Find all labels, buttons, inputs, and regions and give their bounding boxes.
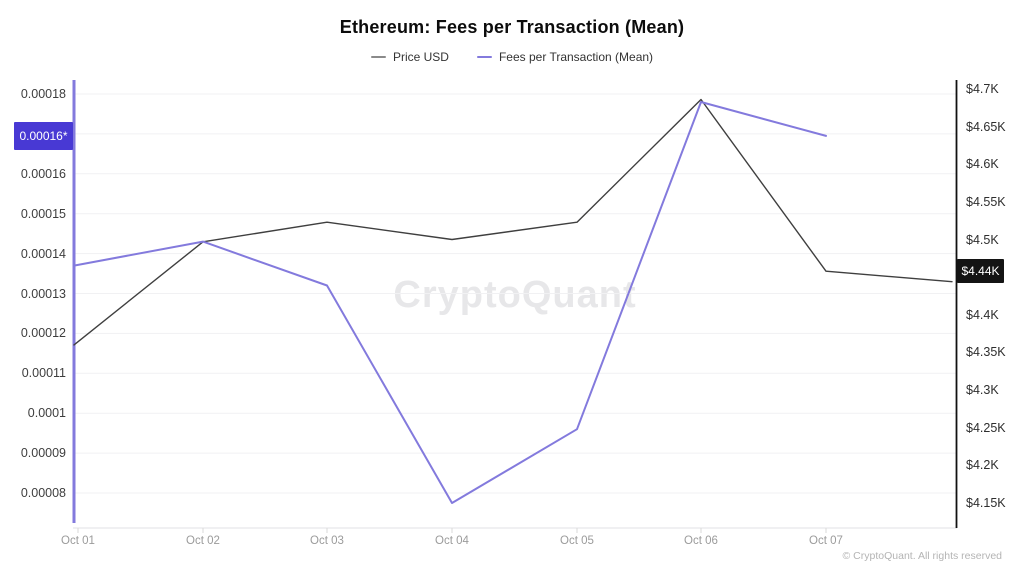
right-axis-tick-label: $4.2K (966, 458, 999, 473)
legend-label-price-usd: Price USD (392, 50, 449, 64)
x-axis-tick-label: Oct 07 (809, 535, 843, 547)
right-axis-tick-label: $4.5K (966, 232, 999, 247)
x-axis-tick-label: Oct 01 (61, 535, 95, 547)
right-axis-tick-label: $4.65K (966, 119, 1006, 134)
right-axis-tick-label: $4.55K (966, 194, 1006, 209)
left-axis-tick-label: 0.00011 (21, 366, 66, 381)
left-axis-tick-label: 0.00016 (20, 166, 66, 181)
price-line-swatch (370, 56, 386, 58)
right-axis-tick-label: $4.25K (966, 420, 1006, 435)
copyright-footer: © CryptoQuant. All rights reserved (842, 550, 1002, 562)
price-current-value-badge: $4.44K (957, 259, 1004, 284)
x-axis-tick-label: Oct 02 (186, 535, 220, 547)
chart-title: Ethereum: Fees per Transaction (Mean) (339, 17, 685, 37)
legend: Price USD Fees per Transaction (Mean) (0, 50, 1024, 64)
right-axis-tick-label: $4.35K (966, 345, 1006, 360)
x-axis-tick-label: Oct 05 (560, 535, 594, 547)
left-axis-tick-label: 0.00018 (20, 87, 66, 101)
left-axis-tick-label: 0.00009 (20, 446, 66, 461)
right-axis-tick-label: $4.3K (966, 383, 999, 398)
fees-line[interactable] (73, 101, 827, 504)
x-axis-tick-label: Oct 04 (435, 535, 469, 547)
x-axis-tick-label: Oct 03 (310, 535, 344, 547)
x-axis-tick-label: Oct 06 (684, 535, 718, 547)
right-axis-tick-label: $4.7K (966, 82, 999, 96)
left-axis-tick-label: 0.00008 (20, 486, 66, 500)
fees-line-swatch (476, 56, 492, 58)
legend-label-fees: Fees per Transaction (Mean) (498, 50, 654, 64)
legend-item-price-usd[interactable]: Price USD (370, 50, 449, 64)
price-usd-line[interactable] (73, 98, 953, 346)
left-axis-tick-label: 0.00012 (20, 326, 66, 341)
fees-current-value-badge: 0.00016* (14, 121, 73, 150)
right-axis-tick-label: $4.15K (966, 496, 1006, 510)
right-axis-tick-label: $4.6K (966, 157, 999, 172)
left-axis-tick-label: 0.0001 (27, 406, 66, 421)
legend-item-fees[interactable]: Fees per Transaction (Mean) (476, 50, 654, 64)
left-axis-tick-label: 0.00015 (20, 206, 66, 221)
right-axis-tick-label: $4.4K (966, 307, 999, 322)
left-axis-tick-label: 0.00013 (20, 286, 66, 301)
left-axis-tick-label: 0.00014 (20, 246, 66, 261)
